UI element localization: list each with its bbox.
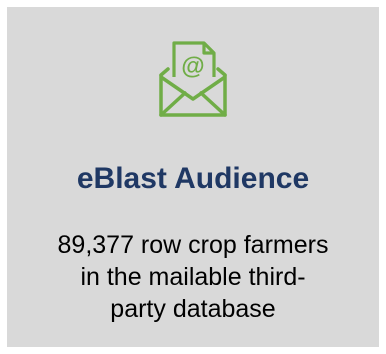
description-line: 89,377 row crop farmers: [57, 231, 329, 259]
description-line: party database: [110, 295, 276, 323]
card-title: eBlast Audience: [76, 162, 310, 195]
svg-text:@: @: [181, 53, 204, 80]
info-card: @ eBlast Audience 89,377 row crop farmer…: [7, 7, 379, 347]
description-line: in the mailable third-: [80, 263, 306, 291]
envelope-at-icon: @: [159, 41, 227, 117]
card-description: 89,377 row crop farmers in the mailable …: [21, 229, 365, 325]
icon-container: @: [7, 37, 379, 121]
